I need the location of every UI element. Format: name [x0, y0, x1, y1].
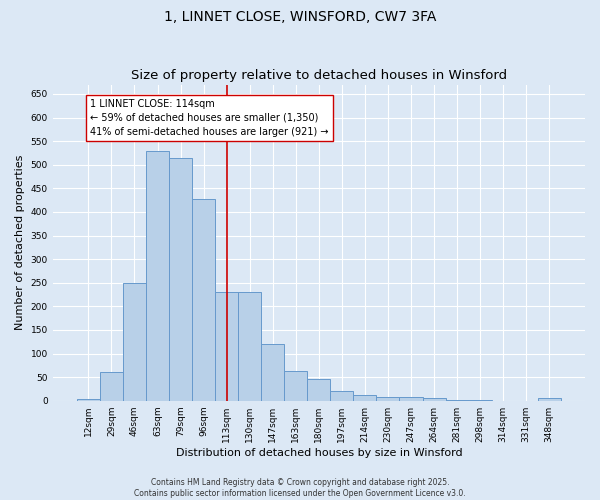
- Bar: [376, 397, 400, 400]
- Bar: [146, 150, 169, 400]
- X-axis label: Distribution of detached houses by size in Winsford: Distribution of detached houses by size …: [176, 448, 462, 458]
- Bar: [284, 371, 307, 400]
- Y-axis label: Number of detached properties: Number of detached properties: [15, 155, 25, 330]
- Bar: [215, 292, 238, 401]
- Bar: [169, 158, 192, 400]
- Bar: [100, 372, 123, 400]
- Bar: [123, 282, 146, 401]
- Bar: [353, 395, 376, 400]
- Bar: [400, 398, 422, 400]
- Bar: [331, 392, 353, 400]
- Bar: [307, 378, 331, 400]
- Bar: [261, 344, 284, 401]
- Text: 1 LINNET CLOSE: 114sqm
← 59% of detached houses are smaller (1,350)
41% of semi-: 1 LINNET CLOSE: 114sqm ← 59% of detached…: [90, 98, 329, 136]
- Bar: [422, 398, 446, 400]
- Bar: [238, 292, 261, 401]
- Bar: [538, 398, 561, 400]
- Bar: [192, 199, 215, 400]
- Text: 1, LINNET CLOSE, WINSFORD, CW7 3FA: 1, LINNET CLOSE, WINSFORD, CW7 3FA: [164, 10, 436, 24]
- Bar: [77, 399, 100, 400]
- Title: Size of property relative to detached houses in Winsford: Size of property relative to detached ho…: [131, 69, 507, 82]
- Text: Contains HM Land Registry data © Crown copyright and database right 2025.
Contai: Contains HM Land Registry data © Crown c…: [134, 478, 466, 498]
